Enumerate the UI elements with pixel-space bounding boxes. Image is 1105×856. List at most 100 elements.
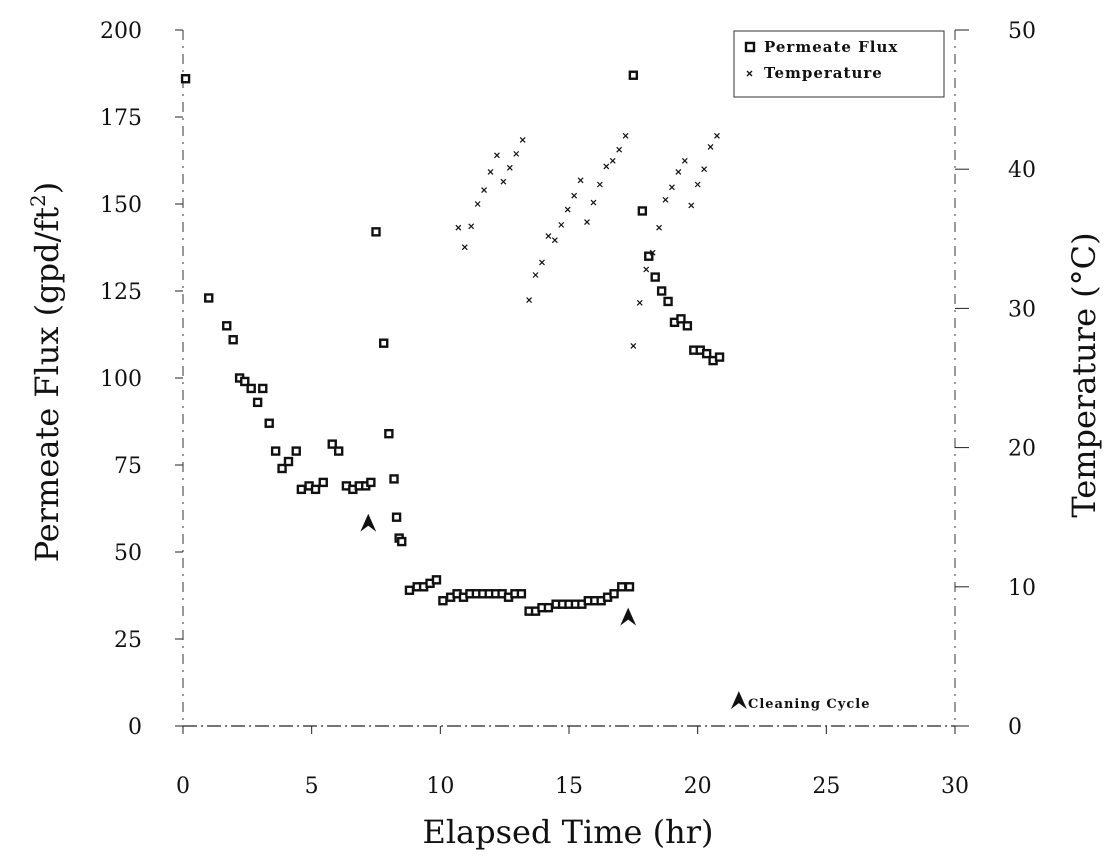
flux-point: [222, 321, 232, 331]
y-left-tick-label: 50: [114, 541, 142, 566]
temperature-point-stroke: [662, 196, 669, 203]
temperature-point-stroke: [539, 259, 545, 266]
temperature-point-stroke: [630, 343, 637, 349]
temperature-point: [590, 199, 597, 206]
y-left-tick-label: 100: [100, 367, 142, 392]
temperature-point: [500, 178, 507, 185]
temperature-point: [461, 244, 468, 251]
y-left-tick-label: 25: [114, 628, 142, 653]
flux-point: [180, 74, 191, 84]
cleaning-cycle-legend-arrow: [730, 691, 747, 710]
flux-point: [397, 536, 407, 547]
flux-point: [384, 428, 394, 439]
legend-box: [733, 30, 945, 98]
temperature-point: [596, 181, 603, 188]
x-tick-label: 0: [176, 774, 190, 799]
cleaning-cycle-arrow-legend: [730, 691, 747, 710]
flux-point: [543, 602, 554, 613]
temperature-point-stroke: [603, 163, 610, 170]
temperature-point-stroke: [545, 233, 552, 239]
flux-point: [291, 446, 301, 456]
flux-point: [310, 484, 321, 495]
temperature-point-stroke: [596, 181, 603, 188]
flux-point: [228, 335, 238, 345]
flux-point: [366, 477, 376, 488]
x-axis-title: Elapsed Time (hr): [422, 813, 713, 851]
cleaning-cycle-arrows: [360, 513, 637, 626]
x-tick-label: 20: [684, 774, 712, 799]
temperature-point-stroke: [681, 157, 688, 164]
flux-point: [701, 348, 712, 359]
temperature-point: [455, 224, 462, 231]
y-left-tick-label: 150: [100, 193, 142, 218]
y-left-axis-title-close: ): [28, 182, 66, 194]
temperature-point-stroke: [513, 150, 520, 157]
cleaning-cycle-arrow: [620, 607, 637, 626]
y-left-tick-label: 200: [100, 19, 142, 44]
temperature-point: [609, 157, 616, 164]
temperature-point: [487, 169, 494, 175]
temperature-point: [622, 132, 629, 139]
temperature-point-stroke: [551, 237, 558, 244]
temperature-point-stroke: [643, 266, 650, 273]
temperature-point: [656, 224, 662, 231]
temperature-point-stroke: [577, 177, 584, 184]
y-right-tick-label: 20: [1008, 437, 1036, 462]
y-left-tick-label: 175: [100, 106, 142, 131]
flux-point: [609, 589, 619, 599]
temperature-point-stroke: [636, 299, 643, 306]
temperature-point: [701, 166, 708, 173]
flux-point: [516, 589, 527, 599]
series-permeate-flux: [180, 70, 725, 616]
x-tick-label: 10: [426, 774, 454, 799]
temperature-point: [688, 202, 695, 209]
temperature-point-stroke: [675, 169, 682, 175]
temperature-point: [636, 299, 643, 306]
y-right-axis-ticks: 0 10 20 30 40 50: [955, 19, 1036, 740]
flux-point: [663, 296, 673, 307]
flux-point: [240, 376, 250, 387]
temperature-point-stroke: [519, 137, 526, 143]
series-temperature: [455, 132, 720, 349]
temperature-point: [545, 233, 552, 239]
temperature-point-stroke: [526, 297, 533, 303]
temperature-point: [539, 259, 545, 266]
y-left-axis-title: Permeate Flux (gpd/ft2): [26, 182, 66, 563]
legend-flux-marker: [744, 41, 756, 53]
temperature-point: [649, 249, 656, 256]
temperature-point: [584, 219, 590, 226]
flux-point: [714, 352, 725, 362]
temperature-point-stroke: [688, 202, 695, 209]
legend-flux-label: Permeate Flux: [764, 38, 898, 56]
flux-point: [264, 418, 274, 428]
flux-point: [277, 463, 287, 474]
flux-point: [389, 474, 399, 484]
flux-point: [270, 446, 281, 456]
flux-point: [371, 227, 381, 237]
temperature-point: [474, 201, 481, 207]
x-axis-ticks: 0 5 10 15 20 25 30: [176, 726, 969, 799]
temperature-point: [468, 223, 475, 230]
plot-frame: [182, 30, 956, 727]
temperature-point: [669, 184, 675, 191]
x-tick-label: 30: [941, 774, 969, 799]
temperature-point: [603, 163, 610, 170]
y-left-tick-label: 75: [114, 454, 142, 479]
y-right-tick-label: 0: [1008, 715, 1022, 740]
temperature-point-stroke: [558, 221, 565, 228]
y-left-axis-title-main: Permeate Flux (gpd/ft: [28, 207, 66, 562]
temperature-point: [481, 187, 488, 194]
temperature-point-stroke: [532, 272, 539, 278]
flux-point: [438, 596, 448, 606]
temperature-point: [558, 221, 565, 228]
temperature-point: [707, 144, 714, 150]
temperature-point-stroke: [714, 132, 720, 139]
temperature-point-stroke: [622, 132, 629, 139]
temperature-point-stroke: [609, 157, 616, 164]
x-tick-label: 25: [812, 774, 840, 799]
y-left-axis-title-superscript: 2: [26, 194, 50, 207]
flux-point: [624, 582, 635, 592]
temperature-point-stroke: [656, 224, 662, 231]
temperature-point: [577, 177, 584, 184]
